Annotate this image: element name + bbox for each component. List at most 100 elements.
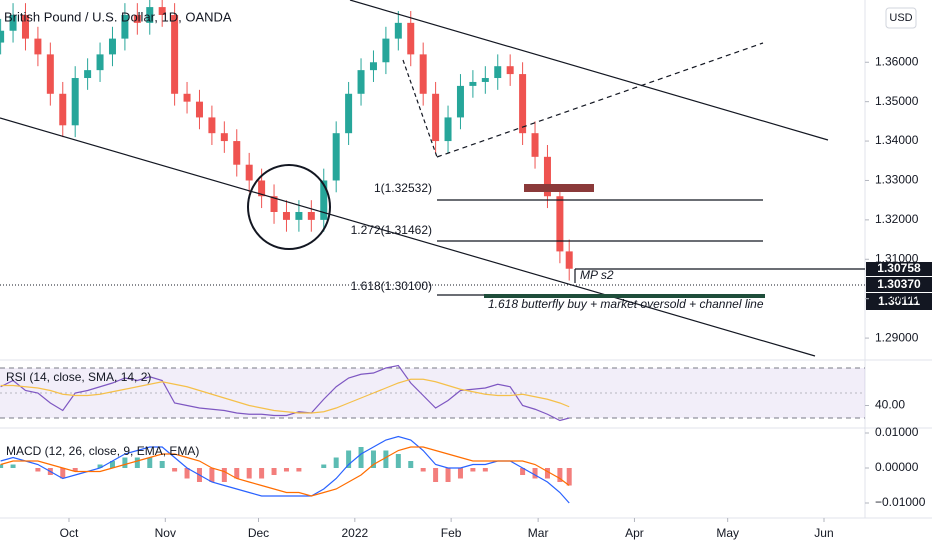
- price-badge: [866, 262, 932, 276]
- currency-button[interactable]: [885, 7, 917, 29]
- histogram-bar: [259, 468, 265, 479]
- indicator-line: [0, 446, 570, 497]
- histogram-bar: [395, 454, 401, 469]
- candle-body: [121, 14, 129, 39]
- histogram-bar: [246, 468, 252, 479]
- candle-body: [407, 22, 415, 55]
- candle-body: [108, 38, 116, 55]
- price-badge: [866, 277, 932, 292]
- circle: [247, 164, 331, 250]
- candle-body: [469, 81, 477, 86]
- indicator-line: [0, 435, 570, 504]
- candle-body: [382, 38, 390, 63]
- histogram-bar: [470, 468, 476, 472]
- candle-body: [270, 196, 278, 212]
- candle-body: [345, 93, 353, 134]
- histogram-bar: [271, 468, 277, 475]
- histogram-bar: [544, 468, 550, 479]
- x-tick-label: Dec: [248, 526, 269, 540]
- candle-body: [59, 93, 67, 126]
- x-tick-label: Mar: [528, 526, 549, 540]
- candle-body: [369, 62, 377, 71]
- x-tick-label: Nov: [155, 526, 176, 540]
- y-tick-label: 0.01000: [875, 425, 919, 439]
- pane-title: MACD (12, 26, close, 9, EMA, EMA): [6, 444, 199, 458]
- candle-body: [34, 38, 42, 55]
- annotation: 1.618 butterfly buy + market oversold + …: [488, 297, 764, 311]
- candle-body: [320, 180, 328, 220]
- dashed-line: [436, 42, 764, 158]
- y-tick-label: 1.33000: [875, 173, 919, 187]
- x-tick-label: May: [716, 526, 739, 540]
- y-tick-label: 1.36000: [875, 54, 919, 68]
- histogram-bar: [333, 457, 339, 469]
- currency[interactable]: USD: [889, 12, 912, 24]
- histogram-bar: [184, 468, 190, 479]
- candle-body: [46, 54, 54, 94]
- histogram-bar: [159, 461, 165, 469]
- histogram-bar: [172, 468, 178, 472]
- histogram-bar: [234, 468, 240, 479]
- candle-body: [96, 54, 104, 71]
- candle-body: [146, 7, 154, 23]
- candle-body: [481, 78, 489, 82]
- pane-title: RSI (14, close, SMA, 14, 2): [6, 370, 151, 384]
- marks: [0, 0, 573, 504]
- histogram-bar: [346, 450, 352, 469]
- candle-body: [295, 211, 303, 220]
- price-label: 1.30111: [878, 294, 920, 308]
- zone: [524, 184, 594, 192]
- histogram-bar: [134, 457, 140, 469]
- indicator-line: [0, 364, 570, 422]
- fib-label: 1.618(1.30100): [351, 279, 432, 293]
- candle-body: [9, 14, 17, 31]
- dashed-line: [402, 59, 438, 158]
- histogram-bar: [60, 468, 66, 479]
- candle-body: [220, 133, 228, 142]
- channel-lower: [0, 117, 816, 357]
- y-tick-label: 0.00000: [875, 460, 919, 474]
- histogram-bar: [532, 468, 538, 479]
- histogram-bar: [122, 457, 128, 469]
- histogram-bar: [147, 457, 153, 469]
- channel-upper: [349, 0, 829, 141]
- histogram-bar: [370, 450, 376, 469]
- candle-body: [394, 22, 402, 39]
- y-tick-label: 1.32000: [875, 212, 919, 226]
- candle-body: [258, 180, 266, 197]
- histogram-bar: [221, 468, 227, 482]
- candle-body: [357, 70, 365, 94]
- x-tick-label: Jun: [814, 526, 833, 540]
- histogram-bar: [109, 461, 115, 469]
- candle-body: [208, 117, 216, 134]
- zone: [484, 294, 765, 298]
- y-tick-label: 1.31000: [875, 251, 919, 265]
- candle-body: [183, 93, 191, 102]
- candle-body: [432, 93, 440, 142]
- histogram-bar: [296, 468, 302, 472]
- candle-body: [158, 7, 166, 15]
- histogram-bar: [358, 447, 364, 469]
- candle-body: [0, 30, 5, 43]
- histogram-bar: [433, 468, 439, 482]
- x-tick-label: Feb: [441, 526, 462, 540]
- histogram-bar: [557, 468, 563, 482]
- histogram-bar: [35, 468, 41, 472]
- candle-body: [307, 211, 315, 220]
- fib-label: 1(1.32532): [374, 181, 432, 195]
- candle-body: [21, 14, 29, 39]
- candle-body: [133, 14, 141, 23]
- candle-body: [519, 74, 527, 134]
- y-tick-label: 1.30000: [875, 291, 919, 305]
- histogram-bar: [457, 468, 463, 479]
- histogram-bar: [445, 468, 451, 482]
- histogram-bar: [10, 464, 16, 469]
- candle-body: [233, 141, 241, 165]
- y-tick-label: 1.29000: [875, 330, 919, 344]
- x-tick-label: Apr: [625, 526, 644, 540]
- candle-body: [531, 133, 539, 157]
- candle-body: [419, 54, 427, 94]
- candle-body: [245, 164, 253, 181]
- x-tick-label: Oct: [60, 526, 79, 540]
